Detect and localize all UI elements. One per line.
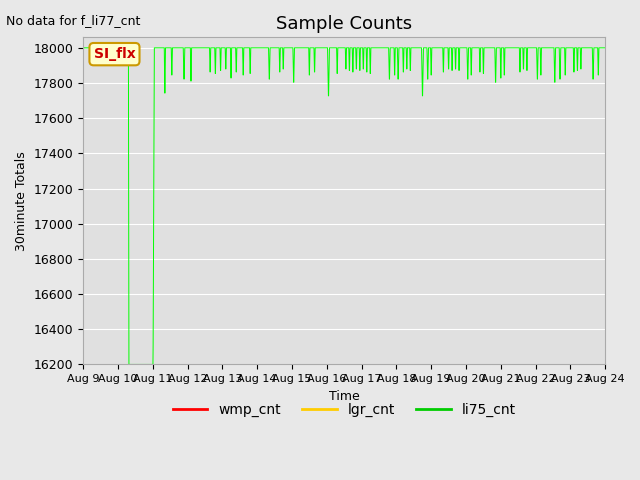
Y-axis label: 30minute Totals: 30minute Totals: [15, 151, 28, 251]
Text: SI_flx: SI_flx: [93, 47, 135, 61]
Text: No data for f_li77_cnt: No data for f_li77_cnt: [6, 14, 141, 27]
Title: Sample Counts: Sample Counts: [276, 15, 412, 33]
X-axis label: Time: Time: [329, 390, 360, 403]
Legend: wmp_cnt, lgr_cnt, li75_cnt: wmp_cnt, lgr_cnt, li75_cnt: [167, 397, 522, 423]
